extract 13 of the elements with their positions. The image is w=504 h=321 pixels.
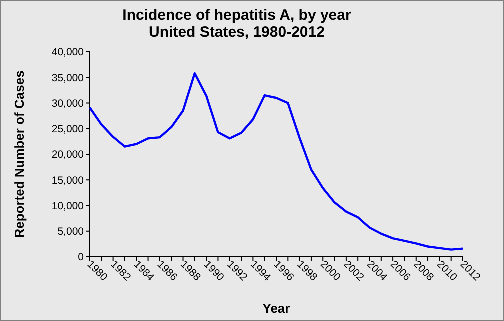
y-tick-label: 5,000: [58, 226, 84, 238]
y-tick-label: 10,000: [52, 200, 84, 212]
chart-title: Incidence of hepatitis A, by year United States, 1980-2012: [122, 7, 352, 41]
y-tick-label: 30,000: [52, 98, 84, 110]
y-tick-label: 40,000: [52, 46, 84, 59]
y-tick-label: 15,000: [52, 174, 84, 187]
y-tick-label: 25,000: [52, 124, 84, 136]
x-axis-title: Year: [262, 301, 290, 316]
y-tick-label: 0: [78, 252, 84, 264]
y-tick-label: 20,000: [52, 149, 84, 162]
line-series: [88, 72, 464, 251]
y-tick-label: 35,000: [52, 72, 84, 84]
y-axis-title: Reported Number of Cases: [12, 70, 27, 238]
